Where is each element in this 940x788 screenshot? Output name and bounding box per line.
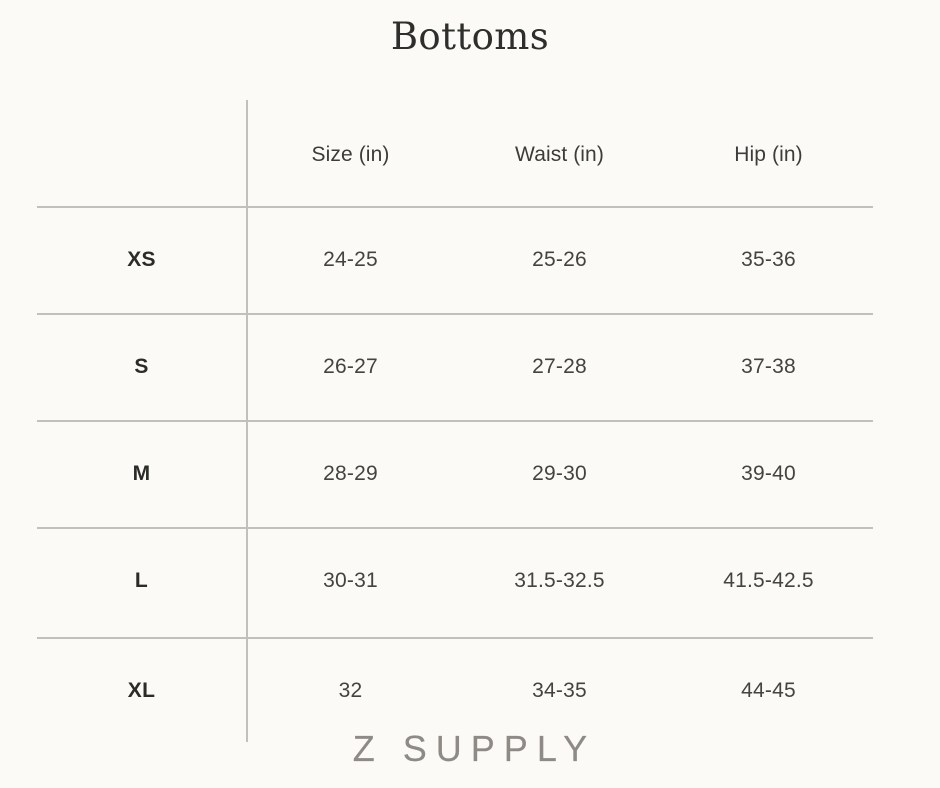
size-label: M (132, 461, 151, 485)
hip-value: 44-45 (741, 678, 796, 702)
column-header-size: Size (in) (311, 143, 390, 166)
size-value: 32 (338, 678, 363, 702)
table-row: XL 32 34-35 44-45 (37, 637, 873, 744)
hip-value: 41.5-42.5 (723, 568, 814, 592)
size-label: XL (127, 678, 156, 702)
column-header-size-label (37, 125, 246, 185)
size-value: 28-29 (323, 461, 378, 485)
brand-logo: Z SUPPLY (352, 728, 597, 769)
size-chart-table: Size (in) Waist (in) Hip (in) XS 24-25 2… (37, 100, 873, 742)
table-row-divider (37, 313, 873, 315)
table-row: XS 24-25 25-26 35-36 (37, 206, 873, 313)
size-label: L (134, 568, 149, 592)
size-value: 26-27 (323, 354, 378, 378)
size-value: 30-31 (323, 568, 378, 592)
page-title: Bottoms (390, 15, 550, 58)
column-header-waist: Waist (in) (515, 143, 604, 166)
waist-value: 34-35 (532, 678, 587, 702)
size-label: S (134, 354, 149, 378)
column-header-hip: Hip (in) (734, 143, 803, 166)
waist-value: 25-26 (532, 247, 587, 271)
hip-value: 35-36 (741, 247, 796, 271)
waist-value: 29-30 (532, 461, 587, 485)
hip-value: 37-38 (741, 354, 796, 378)
table-row: S 26-27 27-28 37-38 (37, 313, 873, 420)
table-row-divider (37, 527, 873, 529)
table-row-divider (37, 637, 873, 639)
table-header-row: Size (in) Waist (in) Hip (in) (37, 125, 873, 185)
size-label: XS (127, 247, 156, 271)
table-row: M 28-29 29-30 39-40 (37, 420, 873, 527)
table-row-divider (37, 206, 873, 208)
waist-value: 31.5-32.5 (514, 568, 605, 592)
table-row-divider (37, 420, 873, 422)
hip-value: 39-40 (741, 461, 796, 485)
size-value: 24-25 (323, 247, 378, 271)
waist-value: 27-28 (532, 354, 587, 378)
table-row: L 30-31 31.5-32.5 41.5-42.5 (37, 527, 873, 634)
